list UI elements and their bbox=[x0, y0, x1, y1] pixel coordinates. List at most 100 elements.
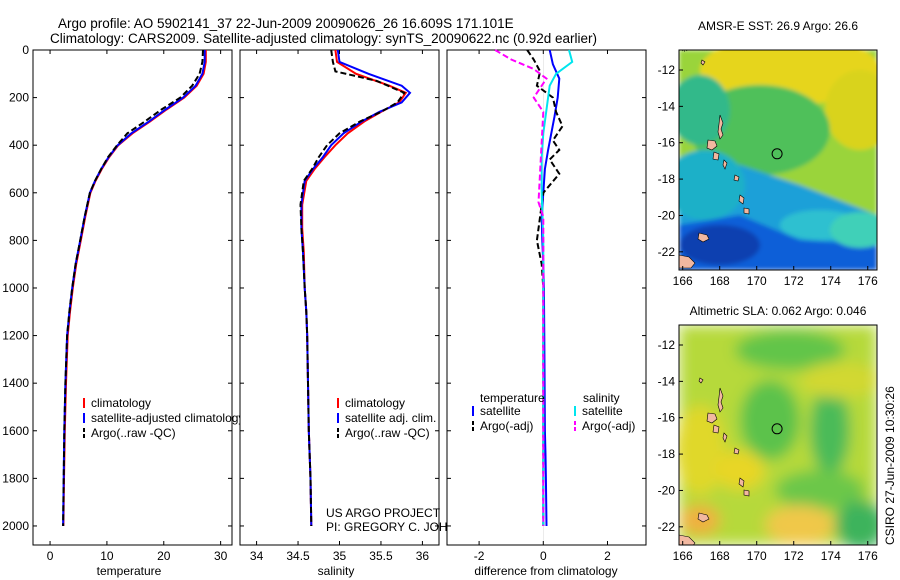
sla-green-3 bbox=[810, 385, 850, 475]
y-tick-label: 2000 bbox=[2, 519, 29, 533]
island bbox=[700, 59, 706, 66]
map-y-tick-label: -16 bbox=[658, 411, 676, 425]
sst-green-west bbox=[679, 75, 730, 145]
island bbox=[697, 512, 710, 523]
difference-legend: temperature salinity satellite Argo(-adj… bbox=[472, 391, 635, 433]
map-x-tick-label: 172 bbox=[784, 274, 804, 288]
difference-panel: -2 0 2 difference from climatology tempera… bbox=[446, 49, 647, 578]
island bbox=[733, 447, 740, 455]
x-tick-label: 0 bbox=[540, 549, 547, 563]
island bbox=[738, 194, 745, 205]
y-tick-label: 600 bbox=[9, 186, 29, 200]
legend-label-temp-satellite: satellite bbox=[480, 404, 521, 418]
map-y-tick-label: -18 bbox=[658, 172, 676, 186]
x-tick-label: 34.5 bbox=[286, 549, 310, 563]
argo-position-marker bbox=[771, 423, 783, 435]
y-tick-label: 1400 bbox=[2, 376, 29, 390]
map-y-tick-label: -18 bbox=[658, 447, 676, 461]
y-tick-label: 400 bbox=[9, 138, 29, 152]
island bbox=[706, 412, 718, 424]
salinity-xlabel: salinity bbox=[318, 564, 355, 578]
series-line-argo bbox=[62, 49, 204, 527]
sst-warm-east bbox=[825, 70, 877, 150]
x-tick-label: 0 bbox=[47, 549, 54, 563]
x-tick-label: 30 bbox=[214, 549, 228, 563]
map-y-tick-label: -14 bbox=[658, 374, 676, 388]
island bbox=[743, 489, 750, 497]
island bbox=[717, 387, 724, 413]
island bbox=[679, 254, 696, 269]
sst-islands bbox=[679, 59, 750, 269]
island bbox=[698, 377, 704, 384]
legend-label-argo: Argo(..raw -QC) bbox=[345, 426, 430, 440]
map-y-tick-label: -12 bbox=[658, 338, 676, 352]
temperature-xlabel: temperature bbox=[97, 564, 162, 578]
sst-cold-patch bbox=[680, 225, 760, 265]
map-x-tick-label: 174 bbox=[821, 274, 841, 288]
y-tick-label: 1200 bbox=[2, 329, 29, 343]
y-tick-label: 200 bbox=[9, 91, 29, 105]
sst-map-title: AMSR-E SST: 26.9 Argo: 26.6 bbox=[698, 19, 858, 33]
island bbox=[717, 114, 724, 140]
argo-star-marker: ✳ bbox=[681, 44, 689, 54]
map-x-tick-label: 172 bbox=[784, 549, 804, 563]
difference-xlabel: difference from climatology bbox=[474, 564, 617, 578]
sla-map-frame bbox=[678, 324, 878, 546]
legend-label-satellite: satellite adj. clim. bbox=[345, 411, 436, 425]
sst-field bbox=[679, 50, 877, 270]
map-x-tick-label: 176 bbox=[858, 549, 878, 563]
island bbox=[743, 207, 750, 215]
map-y-tick-label: -16 bbox=[658, 136, 676, 150]
x-tick-label: 35 bbox=[333, 549, 347, 563]
x-tick-label: 10 bbox=[100, 549, 114, 563]
x-tick-label: 36 bbox=[416, 549, 430, 563]
map-x-tick-label: 174 bbox=[821, 549, 841, 563]
credit-line-1: US ARGO PROJECT bbox=[326, 506, 441, 520]
y-tick-label: 1000 bbox=[2, 281, 29, 295]
x-tick-label: 20 bbox=[157, 549, 171, 563]
sla-yellow-1 bbox=[679, 405, 725, 495]
x-tick-label: 2 bbox=[604, 549, 611, 563]
map-y-tick-label: -20 bbox=[658, 483, 676, 497]
sst-map-panel: AMSR-E SST: 26.9 Argo: 26.6 bbox=[658, 19, 878, 288]
sla-yellow-4 bbox=[715, 450, 765, 490]
legend-heading-salinity: salinity bbox=[583, 391, 620, 405]
timestamp: CSIRO 27-Jun-2009 10:30:26 bbox=[883, 386, 897, 545]
island bbox=[733, 174, 740, 182]
sla-field bbox=[679, 325, 877, 545]
legend-label-climatology: climatology bbox=[345, 396, 405, 410]
sla-yellow-2 bbox=[800, 362, 877, 398]
legend-label-sal-argo: Argo(-adj) bbox=[582, 419, 635, 433]
sla-green-2 bbox=[740, 380, 800, 460]
x-tick-label: 34 bbox=[250, 549, 264, 563]
island bbox=[706, 139, 718, 151]
map-x-tick-label: 168 bbox=[710, 274, 730, 288]
series-line-salinity-satellite bbox=[540, 49, 574, 526]
map-x-tick-label: 170 bbox=[747, 274, 767, 288]
y-tick-label: 1600 bbox=[2, 424, 29, 438]
map-x-tick-label: 170 bbox=[747, 549, 767, 563]
sla-map-panel: Altimetric SLA: 0.062 Argo: 0.046 bbox=[658, 304, 878, 563]
salinity-panel: 34 34.5 35 35.5 36 salinity climatology sate… bbox=[239, 49, 482, 578]
x-tick-label: -2 bbox=[474, 549, 485, 563]
island bbox=[738, 477, 745, 488]
sla-green-5 bbox=[835, 500, 877, 545]
argo-position-marker bbox=[771, 148, 783, 160]
legend-heading-temperature: temperature bbox=[480, 391, 545, 405]
map-y-tick-label: -22 bbox=[658, 520, 676, 534]
map-x-tick-label: 166 bbox=[673, 274, 693, 288]
salinity-axes bbox=[239, 49, 440, 546]
series-line-salinity-argo bbox=[494, 49, 548, 526]
island bbox=[697, 232, 710, 243]
sla-green-1 bbox=[735, 330, 845, 370]
sst-cool-west bbox=[679, 150, 745, 220]
sla-yellow-3 bbox=[765, 505, 835, 545]
y-tick-label: 0 bbox=[22, 43, 29, 57]
sla-green-4 bbox=[775, 470, 865, 510]
x-tick-label: 35.5 bbox=[369, 549, 393, 563]
sst-cyan-se bbox=[830, 212, 877, 248]
legend-label-climatology: climatology bbox=[91, 396, 151, 410]
legend-label-temp-argo: Argo(-adj) bbox=[480, 419, 533, 433]
temperature-legend: climatology satellite-adjusted climatolo… bbox=[83, 396, 244, 440]
